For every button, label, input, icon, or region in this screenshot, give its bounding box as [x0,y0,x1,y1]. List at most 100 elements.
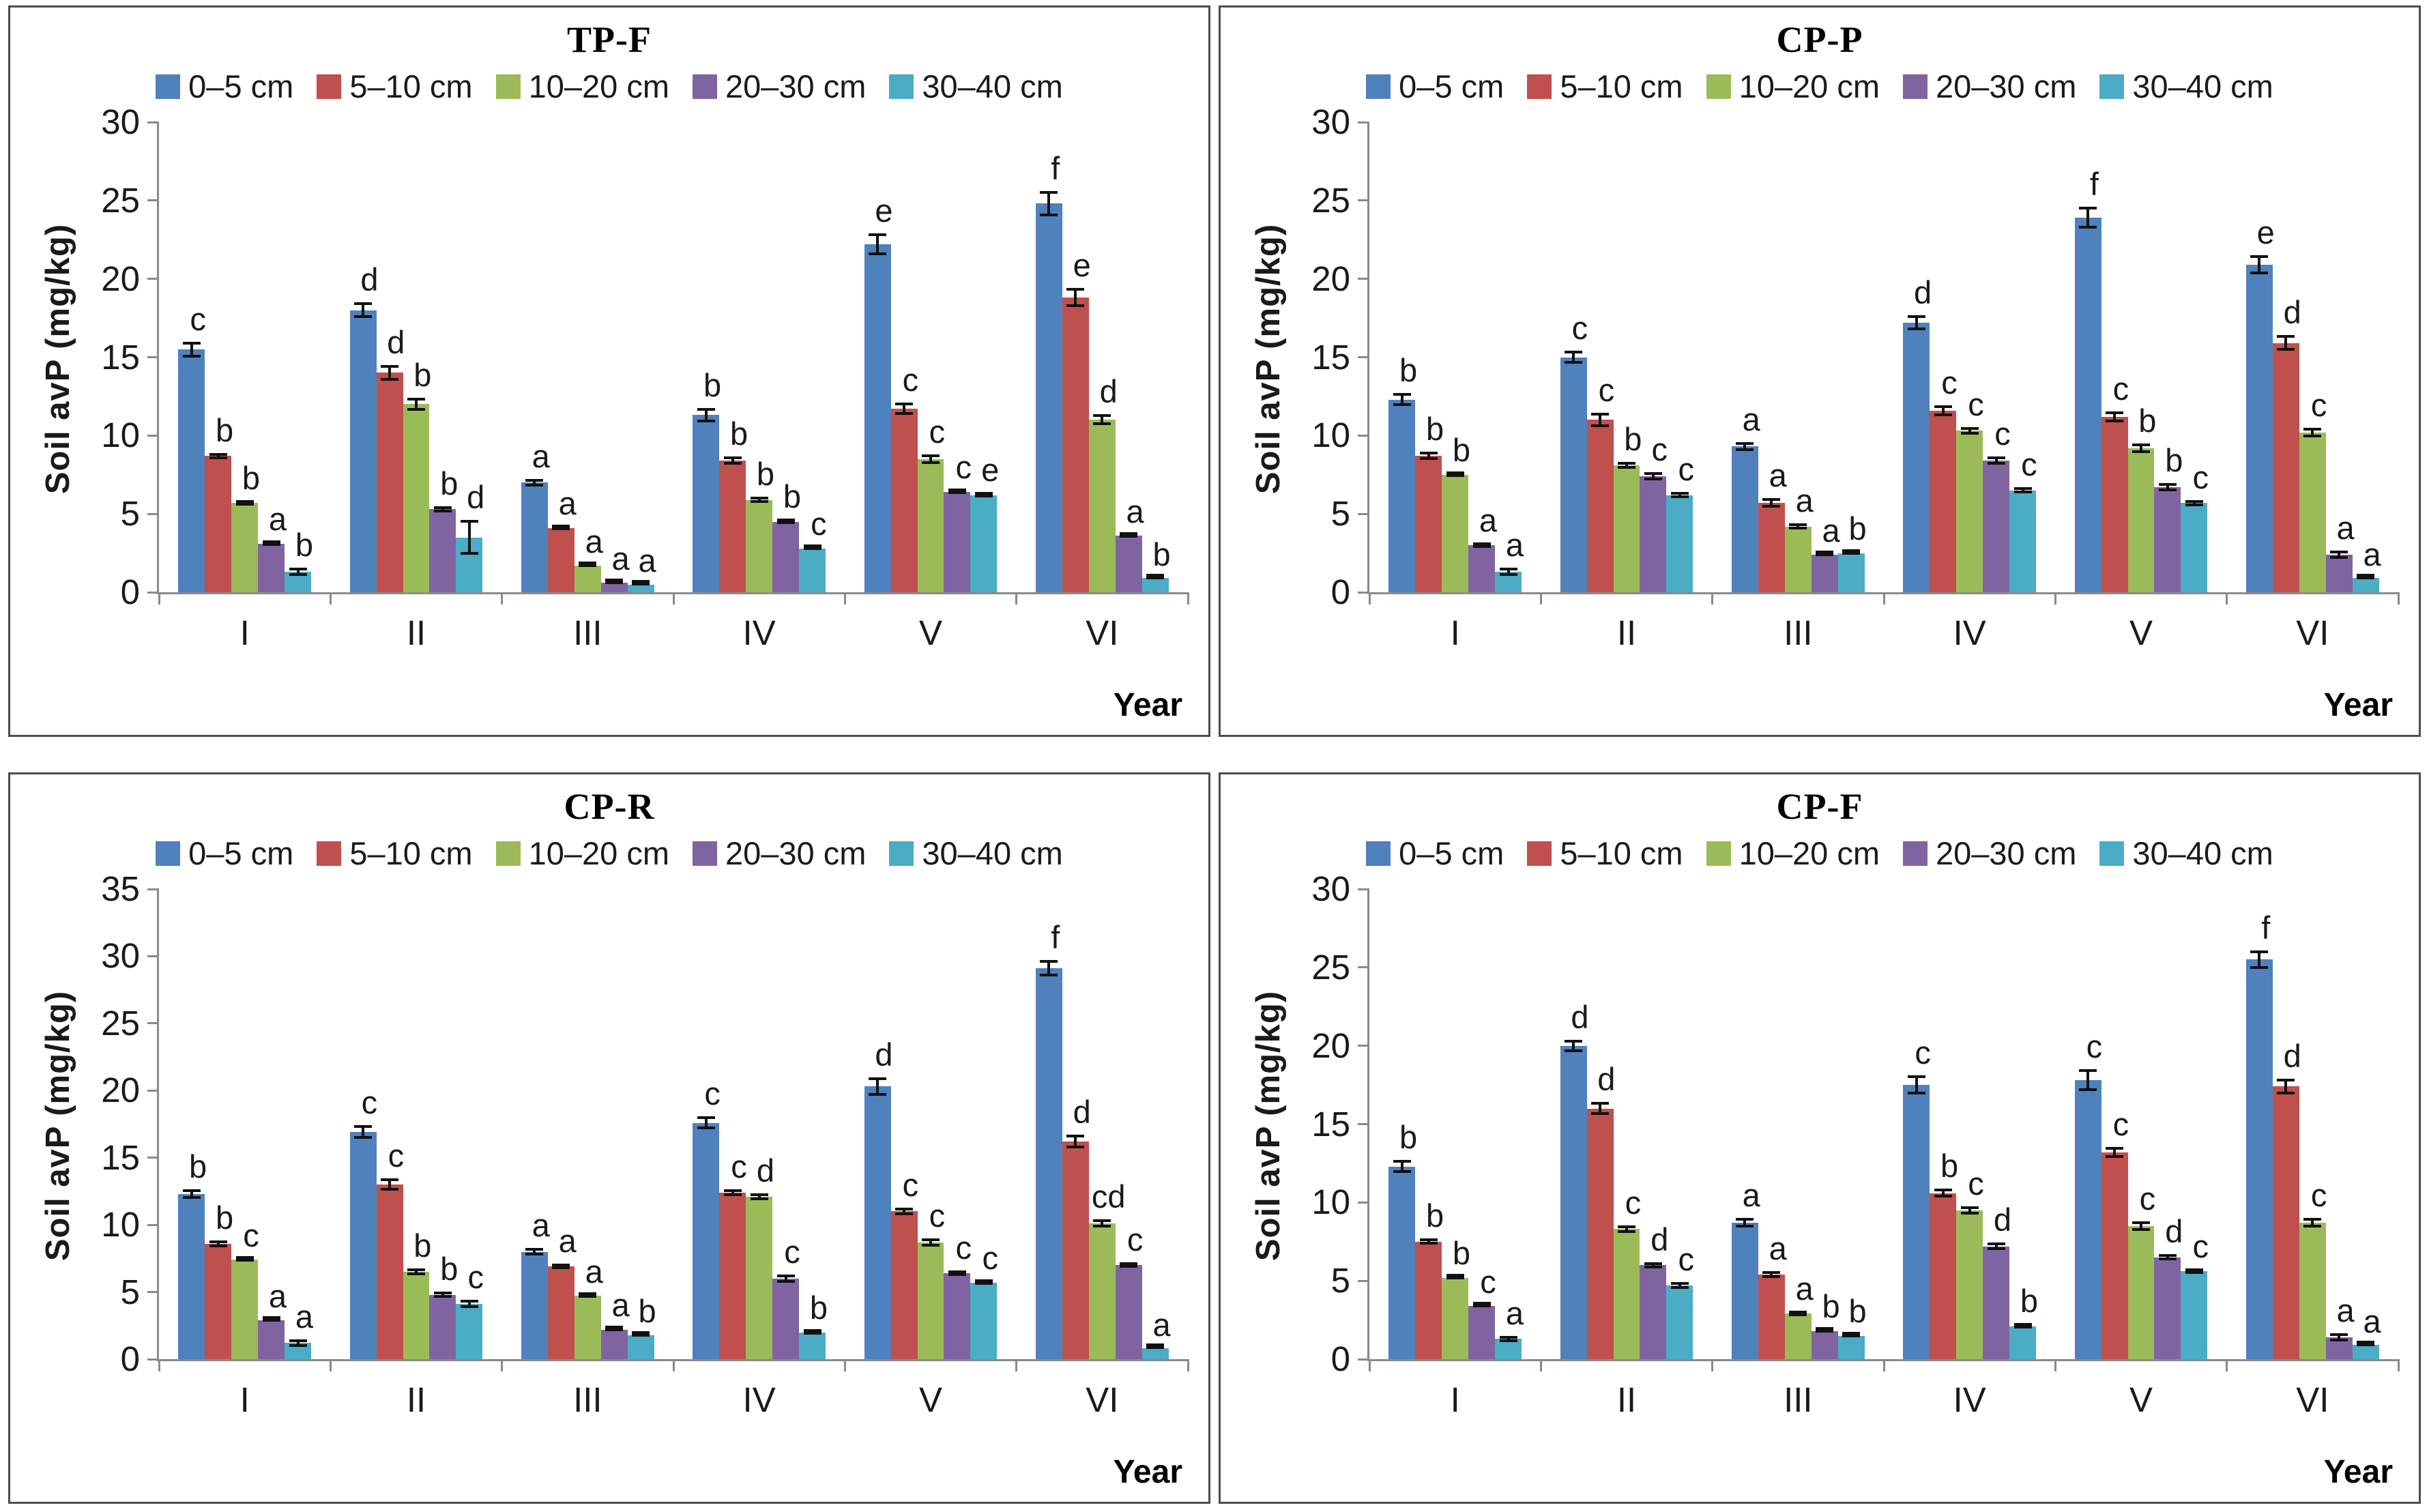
x-category-row: I II III IV V VI [159,1380,1188,1420]
x-category-label: III [1784,1380,1813,1419]
x-axis-tick [329,1359,332,1371]
legend-label: 0–5 cm [1399,68,1504,104]
error-bar [1393,393,1411,406]
error-bar [2250,950,2269,970]
bar-20–30cm: d [1640,1223,1668,1359]
error-bar [869,1077,887,1096]
y-axis-tick [147,278,159,280]
sig-letter: b [1848,1293,1867,1330]
legend-label: 10–20 cm [528,835,669,871]
bar-5–10cm: a [547,487,577,592]
legend-label: 30–40 cm [2132,68,2273,104]
error-bar [354,302,373,319]
error-bar [552,524,570,530]
x-axis-tick [672,592,675,605]
error-bar [1066,288,1085,308]
sig-letter: b [1848,510,1867,547]
error-bar [1499,1335,1517,1342]
error-bar [948,489,966,495]
sig-letter: b [440,465,459,501]
bar-0–5cm: e [864,194,892,592]
sig-letter: b [2020,1283,2038,1320]
bar-0–5cm: a [1731,403,1760,592]
bar-30–40cm: c [2181,461,2209,592]
bar-5–10cm: c [890,1169,918,1359]
bar-5–10cm: a [547,1225,577,1359]
error-bar [1842,1331,1861,1337]
sig-letter: b [215,411,234,448]
sig-letter: b [1940,1147,1959,1184]
x-category-label: I [1450,1380,1460,1419]
sig-letter: a [1769,1230,1787,1267]
sig-letter: d [1650,1221,1669,1257]
sig-letter: c [2310,386,2327,423]
bar-30–40cm: d [456,481,484,592]
sig-letter: b [783,478,802,515]
y-axis-tick [1358,121,1369,123]
legend-swatch-icon [156,841,181,866]
bar-20–30cm: b [2154,444,2183,592]
error-bar [1040,191,1058,216]
error-bar [1816,1326,1834,1333]
bar-10–20cm: cd [1088,1180,1125,1359]
error-bar [2158,483,2177,491]
panel-cp-f: CP-F 0–5 cm 5–10 cm 10–20 cm 20–30 cm 30–40 … [1219,772,2421,1504]
sig-letter: e [1073,247,1091,284]
bar-5–10cm: d [376,326,405,592]
error-bar [2132,1221,2150,1231]
y-axis-tick [1358,434,1369,437]
sig-letter: d [1914,274,1932,310]
sig-letter: c [2086,1028,2103,1065]
y-tick-label: 0 [1330,572,1350,611]
x-axis-tick [1368,592,1371,605]
bar-30–40cm: c [1666,453,1694,592]
x-axis-tick [1711,1359,1714,1371]
y-tick-label: 25 [101,1003,140,1043]
error-bar [182,1189,201,1199]
y-tick-label: 5 [120,494,140,534]
bar-5–10cm: b [1415,413,1444,592]
bar-5–10cm: b [719,418,748,592]
bar-30–40cm: a [2352,538,2381,592]
legend-label: 30–40 cm [2132,835,2273,871]
x-category-label: VI [2296,1380,2329,1419]
sig-letter: b [1399,1119,1418,1156]
bar-0–5cm: c [349,1086,377,1359]
sig-letter: b [1425,1197,1444,1234]
y-tick-label: 30 [101,102,140,141]
error-bar [869,233,887,256]
legend-label: 20–30 cm [725,68,867,104]
bar-5–10cm: c [1586,374,1614,592]
sig-letter: b [2165,442,2183,479]
x-axis-tick [1711,592,1714,605]
legend-swatch-icon [693,74,717,99]
y-axis-tick [147,591,159,594]
x-category-label: III [573,1380,602,1419]
sig-letter: a [295,1298,313,1335]
x-category-label: V [2129,1380,2153,1419]
bar-20–30cm: c [1468,1266,1496,1359]
error-bar [1472,542,1491,548]
legend-label: 30–40 cm [922,835,1063,871]
x-axis-tick [2054,1359,2056,1371]
bar-5–10cm: c [719,1150,747,1359]
x-axis-tick [2397,592,2400,605]
legend-item: 20–30 cm [1903,834,2076,872]
sig-letter: f [1051,150,1060,187]
bar-10–20cm: b [403,359,431,592]
sig-letter: c [190,300,206,337]
error-bar [750,1193,768,1200]
x-category-label: II [1616,613,1637,652]
error-bar [2185,499,2203,506]
bar-20–30cm: a [1811,514,1840,592]
error-bar [381,365,399,381]
bar-0–5cm: f [2074,168,2101,592]
sig-letter: a [1742,1177,1760,1214]
sig-letter: c [2192,459,2209,495]
